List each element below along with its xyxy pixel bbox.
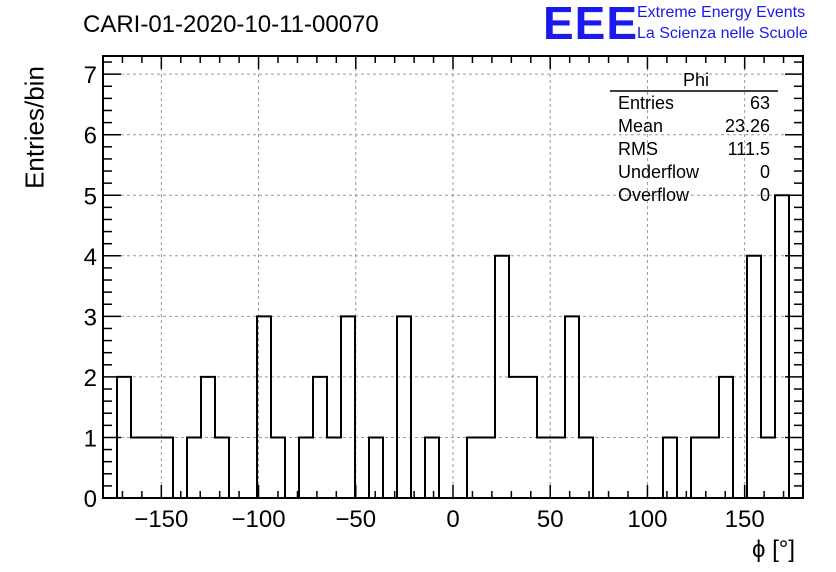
y-tick-label: 1: [84, 425, 97, 452]
histogram-bar: [327, 437, 341, 498]
stats-row-entries: Entries 63: [618, 93, 770, 115]
x-tick-label: 50: [537, 506, 564, 533]
stats-value: 0: [759, 185, 770, 205]
histogram-bar: [565, 316, 579, 498]
stats-row-overflow: Overflow 0: [618, 185, 770, 207]
y-axis-label: Entries/bin: [19, 66, 50, 189]
x-axis-label: ϕ [°]: [752, 536, 796, 563]
y-tick-label: 5: [84, 183, 97, 210]
histogram-bar: [663, 437, 677, 498]
histogram-bar: [761, 437, 775, 498]
stats-value: 63: [749, 93, 770, 113]
histogram-bar: [187, 437, 201, 498]
x-tick-label: 0: [446, 506, 459, 533]
y-tick-label: 4: [84, 244, 97, 271]
stats-key: Mean: [618, 116, 664, 136]
histogram-bar: [481, 437, 495, 498]
eee-logo: EEE: [543, 0, 639, 49]
histogram-bar: [369, 437, 383, 498]
stats-row-underflow: Underflow 0: [618, 162, 770, 184]
y-tick-label: 3: [84, 304, 97, 331]
histogram-bar: [425, 437, 439, 498]
x-tick-label: 150: [725, 506, 765, 533]
histogram-bar: [257, 316, 271, 498]
stats-value: 23.26: [724, 116, 770, 136]
stats-row-mean: Mean 23.26: [618, 116, 770, 138]
stats-key: Overflow: [618, 185, 690, 205]
logo-subtitle-1: Extreme Energy Events: [637, 4, 806, 21]
histogram-bar: [271, 437, 285, 498]
x-tick-label: −150: [134, 506, 188, 533]
y-tick-label: 6: [84, 123, 97, 150]
x-tick-label: −100: [232, 506, 286, 533]
histogram-bar: [551, 437, 565, 498]
histogram-bar: [341, 316, 355, 498]
stats-value: 0: [759, 162, 770, 182]
histogram-bar: [397, 316, 411, 498]
histogram-bar: [467, 437, 481, 498]
stats-value: 111.5: [727, 139, 770, 159]
stats-title: Phi: [682, 70, 709, 90]
logo-subtitle-2: La Scienza nelle Scuole: [637, 25, 808, 42]
y-tick-label: 0: [84, 486, 97, 513]
stats-key: RMS: [618, 139, 658, 159]
x-tick-label: −50: [335, 506, 376, 533]
y-tick-label: 7: [84, 62, 97, 89]
histogram-bar: [705, 437, 719, 498]
histogram-bar: [691, 437, 705, 498]
y-tick-label: 2: [84, 365, 97, 392]
chart-title: CARI-01-2020-10-11-00070: [83, 11, 379, 38]
histogram-bar: [299, 437, 313, 498]
stats-key: Underflow: [618, 162, 700, 182]
x-tick-label: 100: [627, 506, 667, 533]
histogram-bar: [215, 437, 229, 498]
histogram-outline: [103, 194, 803, 499]
histogram-bar: [579, 437, 593, 498]
histogram-bar: [145, 437, 159, 498]
histogram-bar: [537, 437, 551, 498]
stats-key: Entries: [618, 93, 675, 113]
stats-row-rms: RMS 111.5: [618, 139, 770, 161]
histogram-bar: [131, 437, 145, 498]
histogram-bar: [775, 195, 789, 498]
